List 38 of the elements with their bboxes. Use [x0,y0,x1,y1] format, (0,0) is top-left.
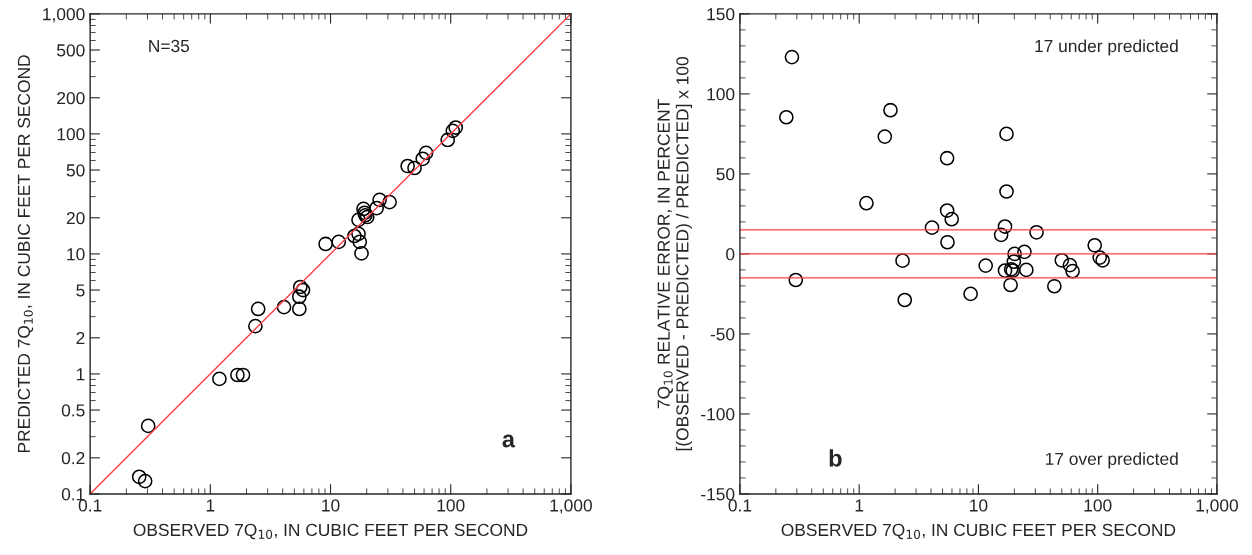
x-tick-label: 1 [855,499,864,512]
x-axis-title: OBSERVED 7Q$_{10}$, IN CUBIC FEET PER SECOND [781,523,1176,540]
x-tick-label: 100 [1084,499,1112,512]
annotation: b [829,449,842,467]
annotation: 17 under predicted [1035,39,1178,56]
y-tick-label: 0.2 [61,451,85,465]
y-tick-label: 500 [57,44,85,57]
x-tick-label: 10 [970,499,988,512]
y-tick-label: -100 [701,408,735,421]
y-tick-label: 0.1 [61,488,85,501]
x-tick-label: 0.1 [728,499,752,512]
y-tick-label: 50 [66,164,85,177]
y-tick-label: 20 [66,211,85,225]
y-tick-label: 1 [76,368,85,381]
y-tick-label: -50 [710,328,735,341]
annotation: N=35 [149,39,190,53]
annotation: a [502,434,516,448]
y-axis-title: PREDICTED 7Q$_{10}$, IN CUBIC FEET PER SECOND [17,55,34,453]
x-tick-label: 100 [437,499,465,512]
x-tick-label: 10 [322,499,340,512]
y-tick-label: 100 [707,88,735,101]
x-tick-label: 1 [206,499,215,512]
y-tick-label: 0.5 [61,404,85,417]
y-tick-label: 2 [76,331,85,345]
annotation: 17 over predicted [1045,452,1178,469]
y-tick-label: 150 [707,8,735,21]
y-tick-label: 0 [726,248,735,261]
y-tick-label: 50 [716,168,735,181]
y-axis-title: 7Q$_{10}$ RELATIVE ERROR, IN PERCENT [(OBSERVED - PREDICTED) / PREDICTED] x 100 [657,56,692,451]
y-tick-label: 1,000 [43,8,85,23]
x-tick-label: 1,000 [1196,499,1238,514]
y-tick-label: 5 [76,284,85,297]
x-axis-title: OBSERVED 7Q$_{10}$, IN CUBIC FEET PER SECOND [133,523,528,540]
y-tick-label: -150 [701,488,735,501]
y-tick-label: 100 [57,128,85,141]
y-tick-label: 200 [57,91,85,105]
x-tick-label: 1,000 [550,499,592,514]
y-tick-label: 10 [67,248,85,261]
